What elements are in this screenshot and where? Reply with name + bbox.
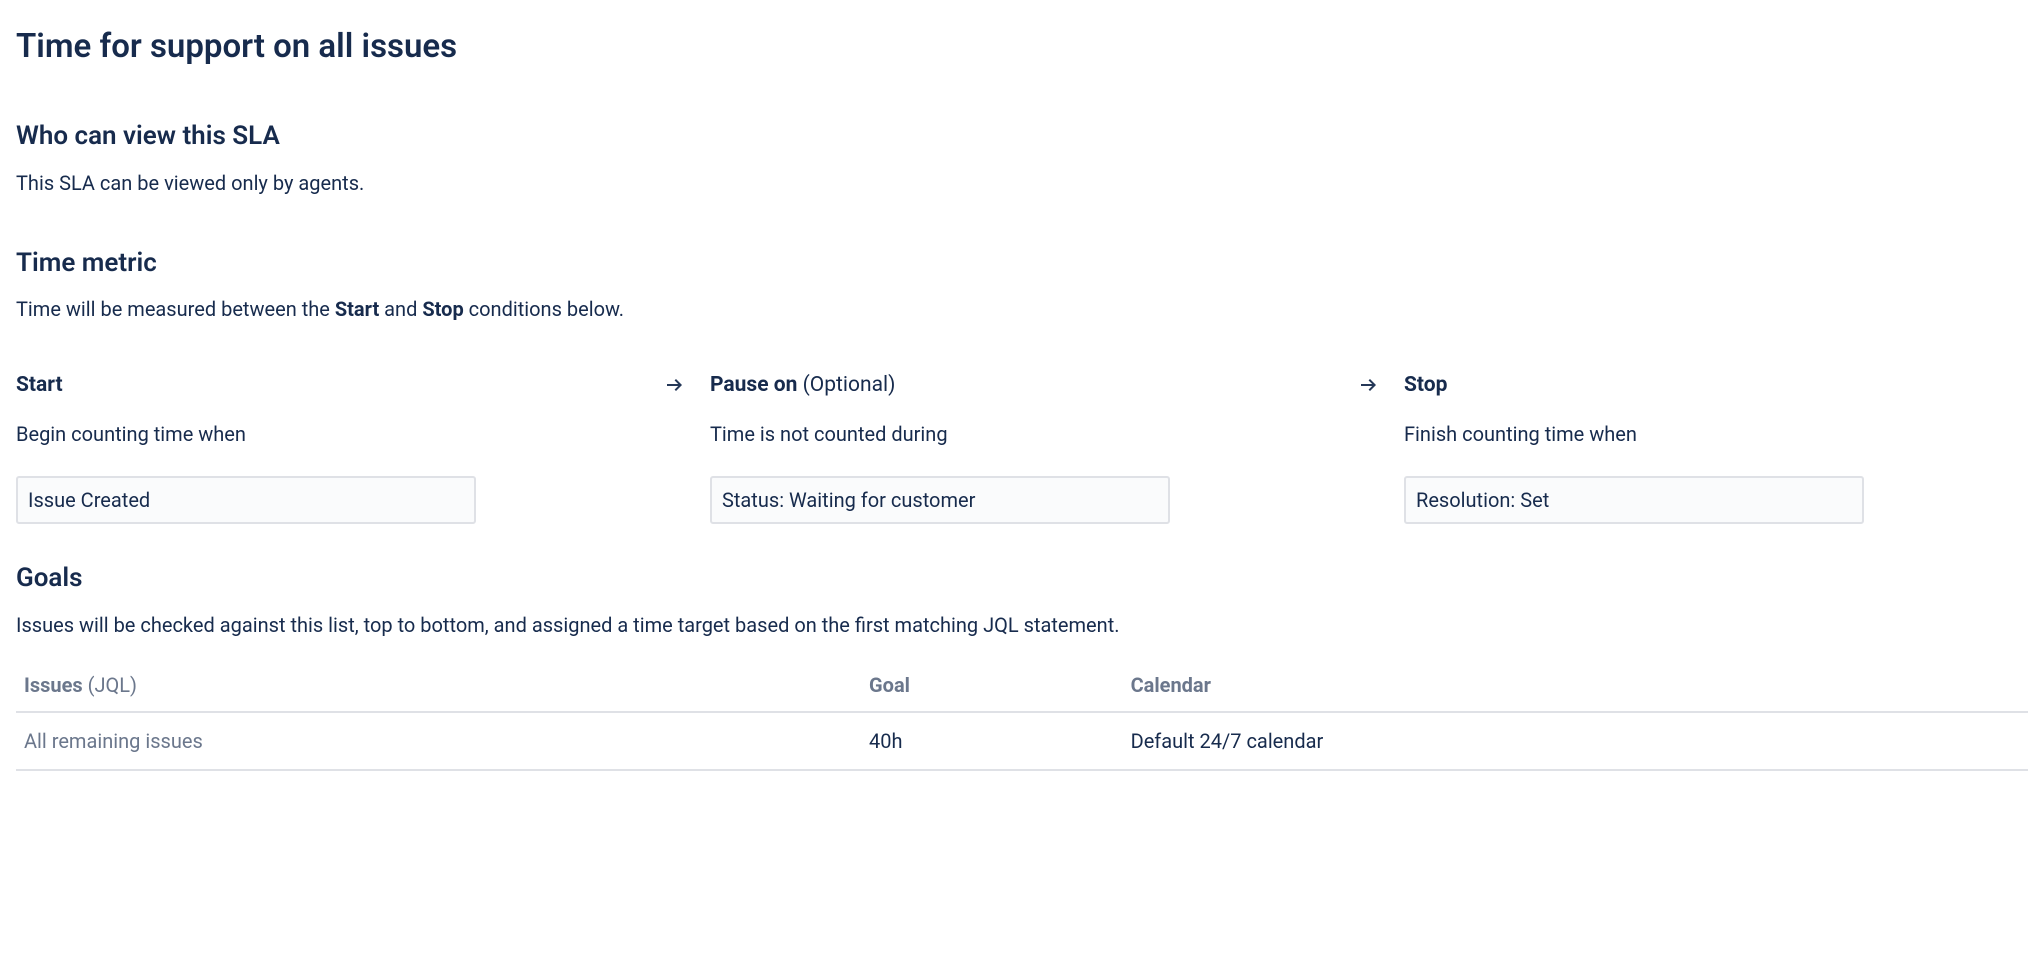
start-condition-field[interactable]: Issue Created [16, 476, 476, 524]
pause-title: Pause on (Optional) [710, 371, 1334, 400]
start-subtitle: Begin counting time when [16, 420, 640, 448]
cell-calendar: Default 24/7 calendar [1123, 712, 2028, 770]
cell-issues: All remaining issues [16, 712, 861, 770]
time-metric-desc-mid: and [379, 297, 422, 321]
arrow-right-icon [1357, 373, 1381, 397]
arrow-pause-to-stop [1334, 371, 1404, 397]
view-sla-heading: Who can view this SLA [16, 118, 2028, 154]
goals-table: Issues (JQL) Goal Calendar All remaining… [16, 659, 2028, 771]
view-sla-description: This SLA can be viewed only by agents. [16, 169, 2028, 197]
pause-subtitle: Time is not counted during [710, 420, 1334, 448]
time-metric-heading: Time metric [16, 245, 2028, 281]
pause-condition-field[interactable]: Status: Waiting for customer [710, 476, 1170, 524]
stop-condition-field[interactable]: Resolution: Set [1404, 476, 1864, 524]
stop-subtitle: Finish counting time when [1404, 420, 2028, 448]
table-row[interactable]: All remaining issues 40h Default 24/7 ca… [16, 712, 2028, 770]
col-issues-label: Issues [24, 673, 83, 697]
pause-title-text: Pause on [710, 373, 797, 397]
goals-heading: Goals [16, 560, 2028, 596]
time-metric-description: Time will be measured between the Start … [16, 295, 2028, 323]
time-metric-desc-start: Start [335, 297, 379, 321]
start-title: Start [16, 371, 640, 400]
time-metric-desc-prefix: Time will be measured between the [16, 297, 335, 321]
page-title: Time for support on all issues [16, 24, 2028, 70]
start-column: Start Begin counting time when Issue Cre… [16, 371, 640, 524]
time-metric-desc-suffix: conditions below. [464, 297, 624, 321]
arrow-start-to-pause [640, 371, 710, 397]
goals-header-row: Issues (JQL) Goal Calendar [16, 659, 2028, 712]
cell-goal: 40h [861, 712, 1123, 770]
col-issues-header: Issues (JQL) [16, 659, 861, 712]
col-issues-suffix: (JQL) [83, 673, 137, 697]
arrow-right-icon [663, 373, 687, 397]
stop-column: Stop Finish counting time when Resolutio… [1404, 371, 2028, 524]
goals-description: Issues will be checked against this list… [16, 611, 2028, 639]
conditions-row: Start Begin counting time when Issue Cre… [16, 371, 2028, 524]
pause-optional-label: (Optional) [797, 373, 895, 397]
pause-column: Pause on (Optional) Time is not counted … [710, 371, 1334, 524]
col-goal-header: Goal [861, 659, 1123, 712]
col-calendar-header: Calendar [1123, 659, 2028, 712]
time-metric-desc-stop: Stop [422, 297, 463, 321]
stop-title: Stop [1404, 371, 2028, 400]
